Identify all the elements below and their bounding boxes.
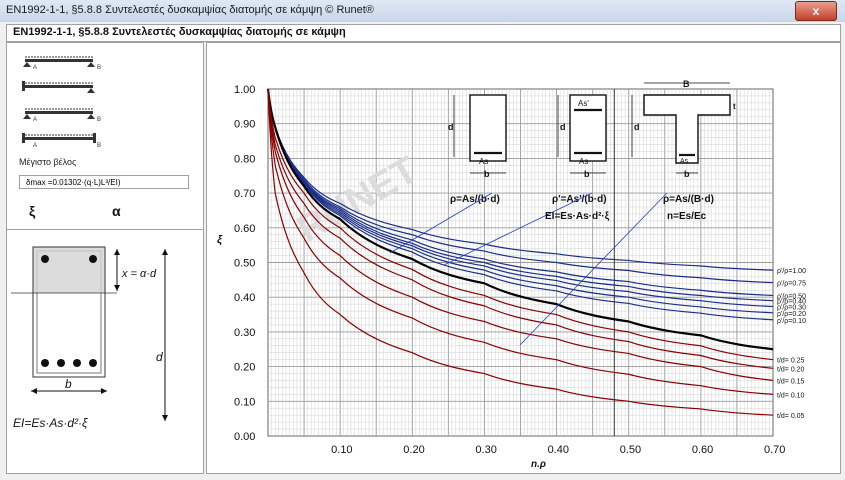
- beam-fixed-fixed[interactable]: A B: [22, 133, 101, 149]
- inset-rect-formula: ρ=As/(b·d): [450, 194, 500, 205]
- beam-fixed-pinned[interactable]: [22, 81, 95, 93]
- legend-label: ρ'/ρ=1.00: [777, 268, 806, 275]
- x-tick-label: 0.20: [403, 444, 424, 456]
- inset-rect-section: As d b ρ=As/(b·d): [448, 94, 507, 205]
- series-line: [267, 88, 774, 361]
- series-line: [267, 88, 774, 382]
- title-bar: EN1992-1-1, §5.8.8 Συντελεστές δυσκαμψία…: [0, 0, 845, 23]
- inset-doubly-as: As: [579, 157, 588, 166]
- inset-tee-B: B: [683, 79, 690, 89]
- y-tick-label: 0.60: [234, 223, 255, 235]
- inset-doubly-b: b: [584, 169, 590, 179]
- y-tick-label: 0.40: [234, 292, 255, 304]
- y-tick-label: 0.10: [234, 396, 255, 408]
- x-tick-label: 0.40: [548, 444, 569, 456]
- y-tick-label: 0.90: [234, 119, 255, 131]
- y-tick-label: 0.70: [234, 188, 255, 200]
- beam-continuous[interactable]: A B: [23, 108, 101, 123]
- x-tick-label: 0.70: [764, 444, 785, 456]
- legend-label: ρ'/ρ=0.10: [777, 318, 806, 325]
- series-line: [267, 88, 774, 271]
- inset-rect-d: d: [448, 122, 454, 132]
- y-axis-label: ξ: [217, 234, 223, 246]
- support-a-label: A: [33, 65, 37, 71]
- inset-tee-section: As B t d b ρ=As/(B·d): [631, 79, 736, 205]
- series-line: [266, 88, 774, 351]
- y-tick-label: 0.80: [234, 153, 255, 165]
- svg-text:A: A: [33, 117, 37, 123]
- left-panel: A B A B A B Μέγιστο βέλος δmax =0.01302·…: [6, 42, 204, 474]
- svg-text:B: B: [97, 117, 101, 123]
- svg-text:B: B: [97, 143, 101, 149]
- legend-label: t/d= 0.10: [777, 392, 805, 399]
- y-tick-label: 0.30: [234, 327, 255, 339]
- series-line: [267, 88, 774, 369]
- ei-formula: EI=Es·As·d²·ξ: [13, 416, 88, 430]
- beam-simply-supported[interactable]: A B: [23, 56, 101, 71]
- inset-tee-d: d: [634, 122, 640, 132]
- window-title: EN1992-1-1, §5.8.8 Συντελεστές δυσκαμψία…: [6, 4, 374, 16]
- inset-doubly-section: As' As d b ρ'=As'/(b·d): [552, 94, 607, 205]
- stiffness-chart[interactable]: RUNET 0.10 0.20 0.30 0.40 0.50 0.60 0.700.000.…: [207, 43, 840, 473]
- y-tick-label: 0.20: [234, 362, 255, 374]
- header-bar: EN1992-1-1, §5.8.8 Συντελεστές δυσκαμψία…: [6, 24, 841, 42]
- support-b-label: B: [97, 65, 101, 71]
- max-deflection-label: Μέγιστο βέλος: [19, 157, 77, 167]
- close-button[interactable]: x: [795, 1, 837, 21]
- x-alpha-d-label: x = α·d: [121, 268, 157, 280]
- legend-label: t/d= 0.20: [777, 366, 805, 373]
- alpha-label: α: [112, 203, 121, 219]
- legend-label: ρ'/ρ=0.40: [777, 299, 806, 306]
- header-text: EN1992-1-1, §5.8.8 Συντελεστές δυσκαμψία…: [13, 26, 346, 38]
- legend-label: ρ'/ρ=0.20: [777, 311, 806, 318]
- chart-ticks: 0.10 0.20 0.30 0.40 0.50 0.60 0.70 0.00 0.10 0.20…: [234, 84, 785, 456]
- section-diagram: x = α·d d b EI=Es·As·d²·ξ: [11, 246, 168, 430]
- legend-label: t/d= 0.05: [777, 413, 805, 420]
- x-tick-label: 0.50: [620, 444, 641, 456]
- x-tick-label: 0.30: [475, 444, 496, 456]
- series-line: [267, 88, 774, 395]
- inset-doubly-d: d: [560, 122, 566, 132]
- inset-tee-t: t: [733, 102, 736, 111]
- series-line: [267, 88, 774, 284]
- x-tick-label: 0.60: [692, 444, 713, 456]
- y-tick-label: 0.00: [234, 431, 255, 443]
- inset-tee-b: b: [684, 169, 690, 179]
- d-label: d: [156, 350, 163, 364]
- divider: [7, 229, 203, 230]
- y-tick-label: 1.00: [234, 84, 255, 96]
- legend-label: ρ'/ρ=0.50: [777, 293, 806, 300]
- inset-tee-formula: ρ=As/(B·d): [663, 194, 714, 205]
- x-tick-label: 0.10: [331, 444, 352, 456]
- legend-label: ρ'/ρ=0.30: [777, 305, 806, 312]
- legend-label: ρ'/ρ=0.75: [777, 281, 806, 288]
- inset-n-formula: n=Es/Ec: [667, 211, 707, 222]
- b-label: b: [65, 377, 72, 391]
- inset-tee-as: As: [680, 158, 689, 165]
- series-line: [267, 88, 774, 416]
- inset-rect-b: b: [484, 169, 490, 179]
- inset-diagrams: As d b ρ=As/(b·d) As' As d b ρ'=As'/(b·d…: [389, 79, 736, 346]
- legend-label: t/d= 0.25: [777, 358, 805, 365]
- chart-legend: ρ'/ρ=1.00ρ'/ρ=0.75ρ'/ρ=0.50ρ'/ρ=0.40ρ'/ρ…: [777, 268, 806, 420]
- inset-ei-formula: EI=Es·As·d²·ξ: [545, 211, 610, 222]
- chart-panel: RUNET 0.10 0.20 0.30 0.40 0.50 0.60 0.70 0.00 0.…: [206, 42, 841, 474]
- y-tick-label: 0.50: [234, 258, 255, 270]
- svg-text:A: A: [33, 143, 37, 149]
- deflection-formula-field[interactable]: δmax =0.01302·(q·L)L³/EI): [19, 175, 189, 189]
- inset-doubly-as2: As': [578, 99, 589, 108]
- x-axis-label: n.ρ: [531, 459, 546, 470]
- xi-label: ξ: [29, 203, 36, 219]
- legend-label: t/d= 0.15: [777, 378, 805, 385]
- beam-diagrams: A B A B A B: [22, 56, 101, 149]
- inset-rect-as: As: [479, 157, 488, 166]
